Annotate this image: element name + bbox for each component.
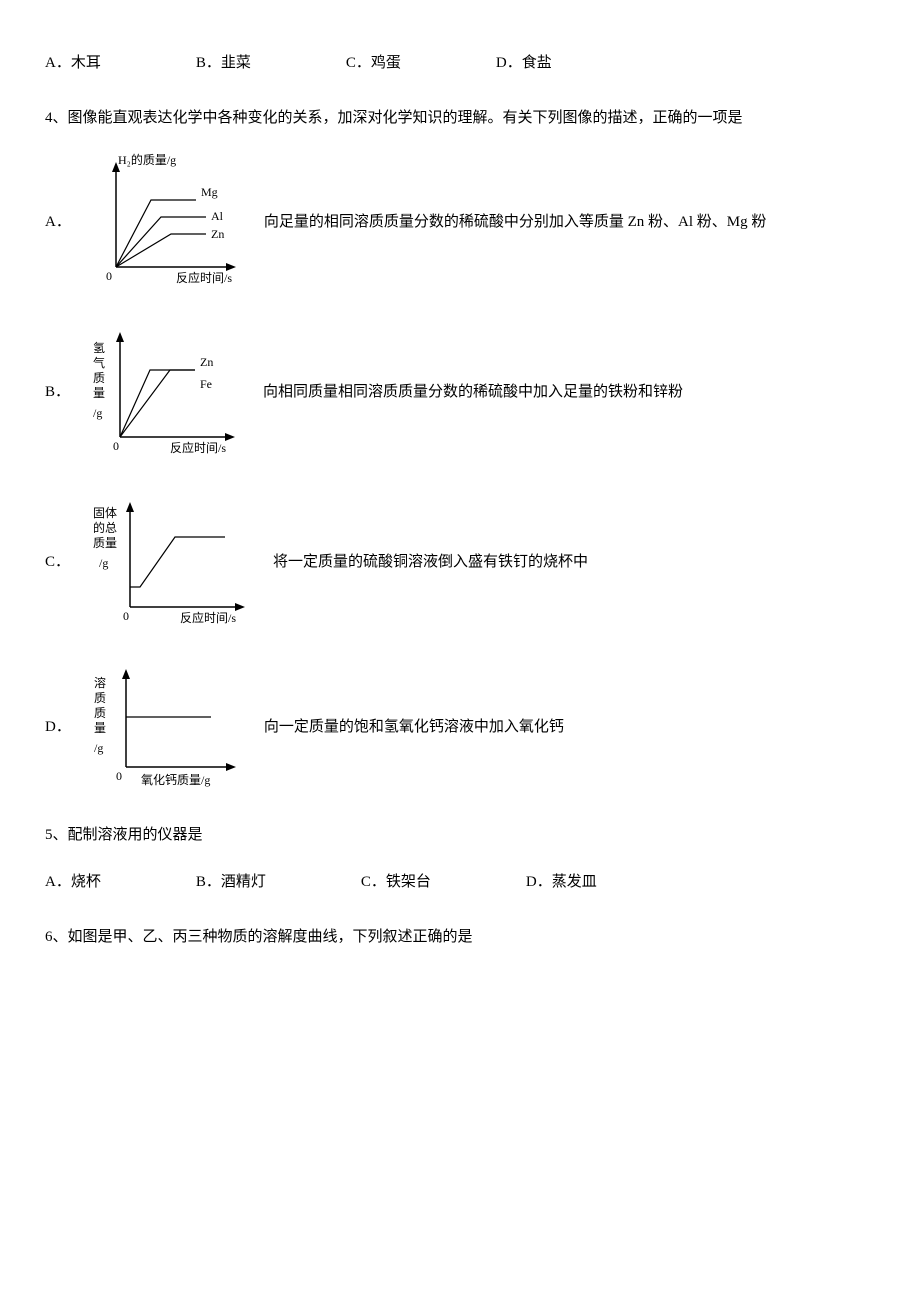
svg-text:固体: 固体 [93,506,117,520]
svg-text:Mg: Mg [201,185,218,199]
q4-c-label: C． [45,549,70,576]
svg-text:质: 质 [94,706,106,720]
q4-graph-a-svg: H₂的质量/g 反应时间/s 0 Mg Al Zn [86,152,246,292]
q4-c-description: 将一定质量的硫酸铜溶液倒入盛有铁钉的烧杯中 [273,549,875,576]
q4-a-label: A． [45,209,71,236]
svg-text:氢: 氢 [93,340,105,355]
q3-options: A．木耳 B．韭菜 C．鸡蛋 D．食盐 [45,50,875,77]
svg-text:质: 质 [93,371,105,385]
svg-text:气: 气 [93,355,105,370]
svg-text:质: 质 [94,691,106,705]
q4-graph-c-svg: 固体 的总 质量 /g 反应时间/s 0 [85,492,255,632]
q6-text: 6、如图是甲、乙、丙三种物质的溶解度曲线，下列叙述正确的是 [45,924,875,951]
q5-text: 5、配制溶液用的仪器是 [45,822,875,849]
q5-options: A．烧杯 B．酒精灯 C．铁架台 D．蒸发皿 [45,869,875,896]
q5-option-a: A．烧杯 [45,869,101,896]
svg-text:反应时间/s: 反应时间/s [180,610,236,625]
q4-d-label: D． [45,714,71,741]
q4-b-description: 向相同质量相同溶质质量分数的稀硫酸中加入足量的铁粉和锌粉 [263,379,875,406]
svg-text:量: 量 [94,721,106,735]
svg-text:溶: 溶 [94,675,106,690]
svg-text:/g: /g [94,741,103,755]
svg-text:反应时间/s: 反应时间/s [170,440,226,455]
svg-text:Zn: Zn [200,355,213,369]
q5-option-d: D．蒸发皿 [526,869,597,896]
svg-text:0: 0 [123,609,129,623]
q5-option-c: C．铁架台 [361,869,431,896]
q4-b-label: B． [45,379,70,406]
svg-text:氧化钙质量/g: 氧化钙质量/g [141,773,210,787]
svg-text:Fe: Fe [200,377,212,391]
q4-graph-b-row: B． 氢 气 质 量 /g 反应时间/s 0 Zn Fe 向相同质量相同溶质质量… [45,322,875,462]
svg-text:Zn: Zn [211,227,224,241]
q4-graph-b-svg: 氢 气 质 量 /g 反应时间/s 0 Zn Fe [85,322,245,462]
svg-text:反应时间/s: 反应时间/s [176,270,232,285]
q4-d-description: 向一定质量的饱和氢氧化钙溶液中加入氧化钙 [264,714,875,741]
q5-option-b: B．酒精灯 [196,869,266,896]
q3-option-b: B．韭菜 [196,50,251,77]
q4-graph-c-row: C． 固体 的总 质量 /g 反应时间/s 0 将一定质量的硫酸铜溶液倒入盛有铁… [45,492,875,632]
q3-option-c: C．鸡蛋 [346,50,401,77]
svg-text:的总: 的总 [93,520,117,535]
q3-option-d: D．食盐 [496,50,552,77]
svg-text:0: 0 [106,269,112,283]
svg-text:量: 量 [93,386,105,400]
q3-option-a: A．木耳 [45,50,101,77]
svg-text:0: 0 [113,439,119,453]
svg-text:Al: Al [211,209,224,223]
svg-text:质量: 质量 [93,536,117,550]
q4-text: 4、图像能直观表达化学中各种变化的关系，加深对化学知识的理解。有关下列图像的描述… [45,105,875,132]
q4-graph-d-row: D． 溶 质 质 量 /g 氧化钙质量/g 0 向一定质量的饱和氢氧化钙溶液中加… [45,662,875,792]
q4-graph-d-svg: 溶 质 质 量 /g 氧化钙质量/g 0 [86,662,246,792]
q4-a-description: 向足量的相同溶质质量分数的稀硫酸中分别加入等质量 Zn 粉、Al 粉、Mg 粉 [264,209,875,236]
svg-text:H₂的质量/g: H₂的质量/g [118,152,176,167]
svg-text:/g: /g [93,406,102,420]
svg-text:0: 0 [116,769,122,783]
q4-graph-a-row: A． H₂的质量/g 反应时间/s 0 Mg Al Zn 向足量的相同溶质质量分… [45,152,875,292]
svg-text:/g: /g [99,556,108,570]
